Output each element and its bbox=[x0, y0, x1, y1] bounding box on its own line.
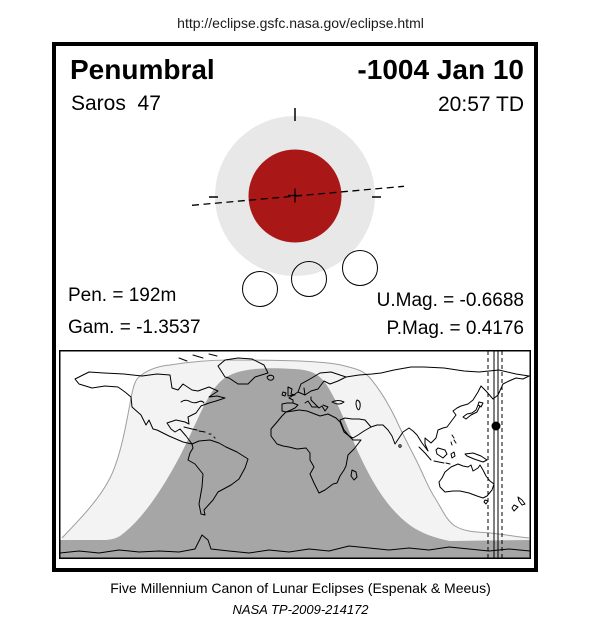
stat-umbral-magnitude: U.Mag. = -0.6688 bbox=[376, 290, 524, 311]
visibility-world-map bbox=[59, 350, 531, 559]
moon-position-last-contact bbox=[342, 250, 378, 286]
continent-outlines bbox=[60, 353, 530, 554]
no-visibility-zone bbox=[60, 368, 530, 558]
footer-canon-title: Five Millennium Canon of Lunar Eclipses … bbox=[110, 580, 491, 596]
stat-gamma: Gam. = -1.3537 bbox=[68, 317, 201, 338]
moon-position-first-contact bbox=[242, 271, 278, 307]
center-cross bbox=[288, 188, 302, 203]
eclipse-date: -1004 Jan 10 bbox=[357, 54, 524, 85]
stat-penumbral-duration: Pen. = 192m bbox=[68, 285, 177, 306]
eclipse-time: 20:57 TD bbox=[438, 93, 524, 116]
sublunar-point-dot bbox=[491, 421, 501, 431]
sublunar-meridian bbox=[487, 351, 503, 558]
saros-label: Saros 47 bbox=[71, 92, 161, 115]
footer-nasa-report-number: NASA TP-2009-214172 bbox=[232, 602, 369, 617]
moon-position-greatest bbox=[291, 261, 327, 297]
eclipse-card: Penumbral -1004 Jan 10 Saros 47 20:57 TD… bbox=[52, 42, 538, 572]
source-url: http://eclipse.gsfc.nasa.gov/eclipse.htm… bbox=[177, 15, 424, 31]
stat-penumbral-magnitude: P.Mag. = 0.4176 bbox=[386, 318, 524, 339]
eclipse-type-title: Penumbral bbox=[70, 54, 215, 85]
shadow-geometry-diagram bbox=[191, 108, 405, 307]
